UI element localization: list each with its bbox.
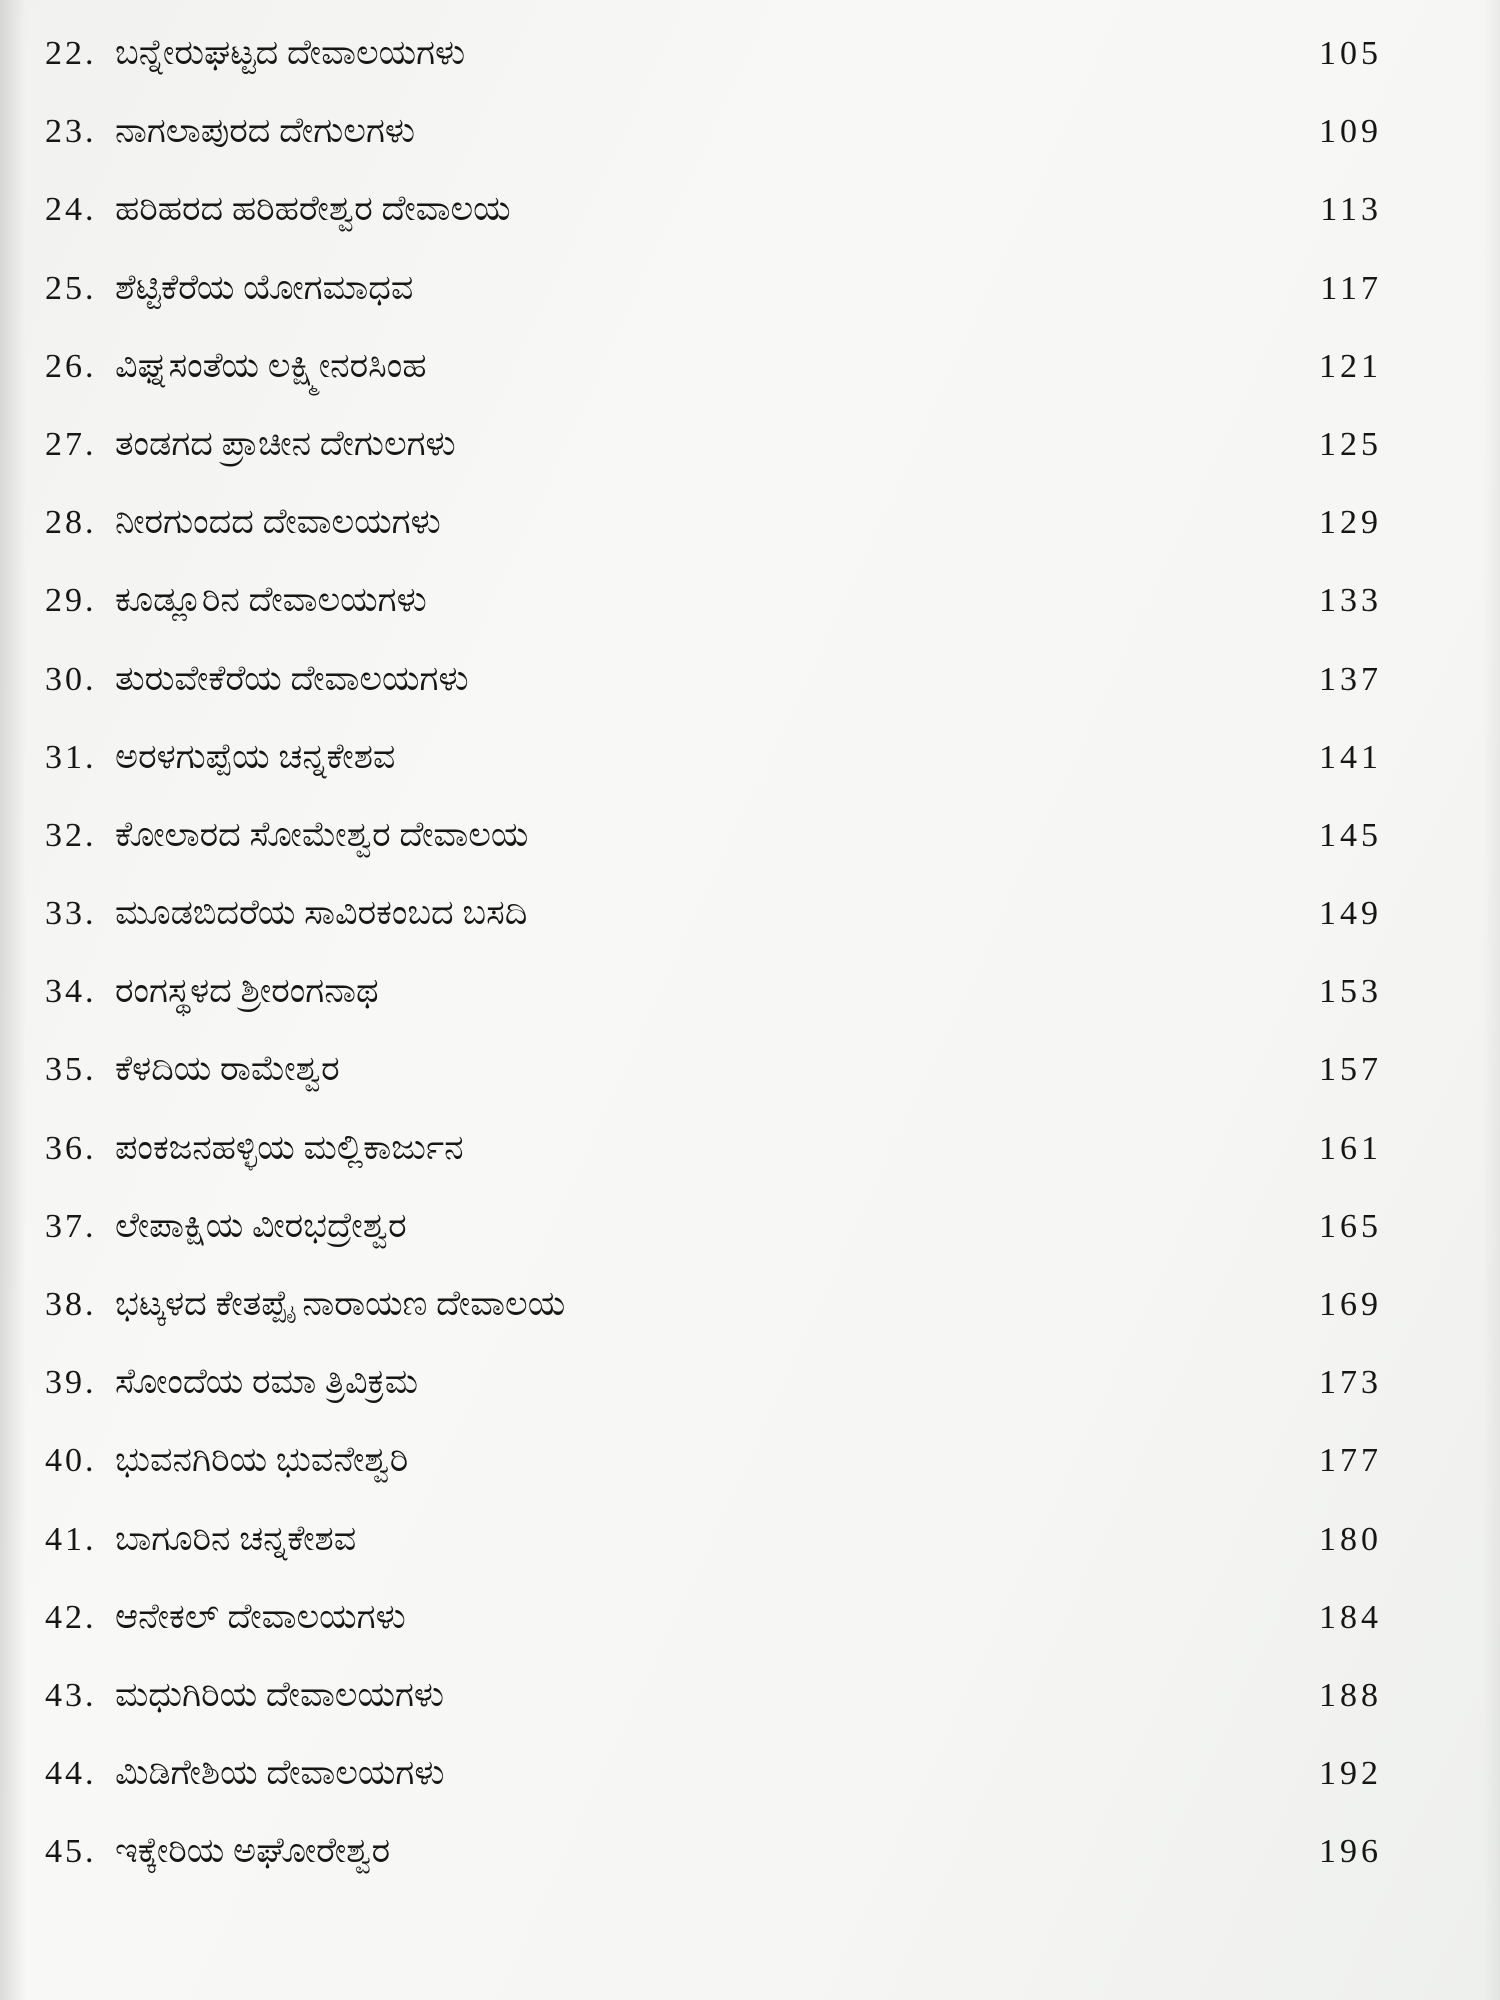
toc-row: 42. ಆನೇಕಲ್ ದೇವಾಲಯಗಳು 184 [45,1596,1382,1676]
toc-row: 25. ಶೆಟ್ಟಿಕೆರೆಯ ಯೋಗಮಾಧವ 117 [45,267,1382,347]
entry-title: ಪಂಕಜನಹಳ್ಳಿಯ ಮಲ್ಲಿಕಾರ್ಜುನ [115,1127,464,1167]
entry-page-number: 196 [1319,1833,1382,1871]
entry-title: ಮಧುಗಿರಿಯ ದೇವಾಲಯಗಳು [115,1674,445,1714]
toc-row: 34. ರಂಗಸ್ಥಳದ ಶ್ರೀರಂಗನಾಥ 153 [45,972,1382,1050]
entry-title: ತಂಡಗದ ಪ್ರಾಚೀನ ದೇಗುಲಗಳು [115,423,456,463]
entry-page-number: 188 [1319,1676,1382,1714]
entry-title: ಹರಿಹರದ ಹರಿಹರೇಶ್ವರ ದೇವಾಲಯ [115,189,511,229]
entry-title: ಲೇಪಾಕ್ಷಿಯ ವೀರಭದ್ರೇಶ್ವರ [115,1205,407,1245]
toc-row: 27. ತಂಡಗದ ಪ್ರಾಚೀನ ದೇಗುಲಗಳು 125 [45,423,1382,503]
entry-page-number: 153 [1319,973,1382,1011]
entry-page-number: 165 [1319,1207,1382,1245]
entry-title: ರಂಗಸ್ಥಳದ ಶ್ರೀರಂಗನಾಥ [115,971,379,1011]
toc-row: 40. ಭುವನಗಿರಿಯ ಭುವನೇಶ್ವರಿ 177 [45,1441,1382,1519]
entry-number: 41. [45,1520,97,1558]
entry-number: 45. [45,1833,97,1871]
entry-title: ಅರಳಗುಪ್ಪೆಯ ಚನ್ನಕೇಶವ [115,736,396,776]
toc-row: 30. ತುರುವೇಕೆರೆಯ ದೇವಾಲಯಗಳು 137 [45,658,1382,738]
entry-number: 28. [45,504,97,542]
entry-page-number: 129 [1319,504,1382,542]
entry-page-number: 161 [1319,1129,1382,1167]
entry-number: 29. [45,582,97,620]
entry-title: ಶೆಟ್ಟಿಕೆರೆಯ ಯೋಗಮಾಧವ [115,267,414,307]
toc-row: 37. ಲೇಪಾಕ್ಷಿಯ ವೀರಭದ್ರೇಶ್ವರ 165 [45,1205,1382,1285]
entry-title: ಇಕ್ಕೇರಿಯ ಅಘೋರೇಶ್ವರ [115,1831,391,1871]
toc-row: 33. ಮೂಡಬಿದರೆಯ ಸಾವಿರಕಂಬದ ಬಸದಿ 149 [45,894,1382,972]
entry-page-number: 113 [1320,191,1382,229]
toc-row: 41. ಬಾಗೂರಿನ ಚನ್ನಕೇಶವ 180 [45,1518,1382,1598]
entry-number: 40. [45,1442,97,1480]
toc-row: 29. ಕೂಡ್ಲೂರಿನ ದೇವಾಲಯಗಳು 133 [45,581,1382,659]
entry-page-number: 145 [1319,816,1382,854]
entry-title: ಆನೇಕಲ್ ದೇವಾಲಯಗಳು [115,1596,406,1636]
entry-number: 43. [45,1676,97,1714]
toc-row: 22. ಬನ್ನೇರುಘಟ್ಟದ ದೇವಾಲಯಗಳು 105 [45,33,1382,112]
table-of-contents: 22. ಬನ್ನೇರುಘಟ್ಟದ ದೇವಾಲಯಗಳು 105 23. ನಾಗಲಾ… [0,33,1500,1911]
entry-number: 44. [45,1755,97,1793]
entry-page-number: 157 [1319,1051,1382,1089]
toc-row: 38. ಭಟ್ಕಳದ ಕೇತಪ್ಪೈ ನಾರಾಯಣ ದೇವಾಲಯ 169 [45,1284,1382,1363]
entry-number: 24. [45,191,97,229]
entry-number: 32. [45,816,97,854]
entry-number: 23. [45,113,97,151]
entry-number: 39. [45,1364,97,1402]
entry-page-number: 141 [1319,738,1382,776]
entry-page-number: 184 [1319,1598,1382,1636]
entry-title: ಬನ್ನೇರುಘಟ್ಟದ ದೇವಾಲಯಗಳು [115,33,466,72]
entry-number: 30. [45,660,97,698]
entry-page-number: 105 [1319,35,1382,72]
entry-number: 36. [45,1129,97,1167]
entry-number: 34. [45,973,97,1011]
entry-number: 33. [45,895,97,933]
entry-number: 25. [45,269,97,307]
entry-page-number: 109 [1319,113,1382,151]
entry-title: ಕೋಲಾರದ ಸೋಮೇಶ್ವರ ದೇವಾಲಯ [115,814,529,854]
entry-number: 26. [45,347,97,385]
toc-row: 36. ಪಂಕಜನಹಳ್ಳಿಯ ಮಲ್ಲಿಕಾರ್ಜುನ 161 [45,1127,1382,1207]
toc-row: 35. ಕೆಳದಿಯ ರಾಮೇಶ್ವರ 157 [45,1050,1382,1128]
toc-row: 31. ಅರಳಗುಪ್ಪೆಯ ಚನ್ನಕೇಶವ 141 [45,736,1382,816]
toc-row: 24. ಹರಿಹರದ ಹರಿಹರೇಶ್ವರ ದೇವಾಲಯ 113 [45,190,1382,268]
toc-row: 45. ಇಕ್ಕೇರಿಯ ಅಘೋರೇಶ್ವರ 196 [45,1832,1382,1910]
entry-page-number: 173 [1319,1364,1382,1402]
entry-title: ಮಿಡಿಗೇಶಿಯ ದೇವಾಲಯಗಳು [115,1753,445,1793]
entry-number: 22. [45,35,97,72]
entry-title: ವಿಘ್ನಸಂತೆಯ ಲಕ್ಷ್ಮೀನರಸಿಂಹ [115,345,427,385]
entry-title: ನಾಗಲಾಪುರದ ದೇಗುಲಗಳು [115,111,416,151]
toc-row: 39. ಸೋಂದೆಯ ರಮಾ ತ್ರಿವಿಕ್ರಮ 173 [45,1363,1382,1441]
entry-number: 37. [45,1207,97,1245]
entry-number: 35. [45,1051,97,1089]
entry-page-number: 125 [1319,425,1382,463]
toc-row: 32. ಕೋಲಾರದ ಸೋಮೇಶ್ವರ ದೇವಾಲಯ 145 [45,814,1382,894]
entry-page-number: 169 [1319,1286,1382,1323]
entry-page-number: 117 [1320,269,1382,307]
entry-title: ಸೋಂದೆಯ ರಮಾ ತ್ರಿವಿಕ್ರಮ [115,1362,419,1402]
toc-row: 28. ನೀರಗುಂದದ ದೇವಾಲಯಗಳು 129 [45,503,1382,581]
toc-row: 44. ಮಿಡಿಗೇಶಿಯ ದೇವಾಲಯಗಳು 192 [45,1754,1382,1832]
entry-title: ಕೆಳದಿಯ ರಾಮೇಶ್ವರ [115,1049,340,1089]
entry-number: 27. [45,425,97,463]
entry-title: ನೀರಗುಂದದ ದೇವಾಲಯಗಳು [115,502,441,542]
entry-title: ಬಾಗೂರಿನ ಚನ್ನಕೇಶವ [115,1518,357,1558]
entry-number: 38. [45,1286,97,1323]
toc-row: 26. ವಿಘ್ನಸಂತೆಯ ಲಕ್ಷ್ಮೀನರಸಿಂಹ 121 [45,345,1382,425]
entry-number: 42. [45,1598,97,1636]
entry-title: ಭಟ್ಕಳದ ಕೇತಪ್ಪೈ ನಾರಾಯಣ ದೇವಾಲಯ [115,1284,566,1323]
entry-page-number: 133 [1319,582,1382,620]
entry-page-number: 121 [1319,347,1382,385]
entry-number: 31. [45,738,97,776]
entry-page-number: 192 [1319,1755,1382,1793]
toc-row: 23. ನಾಗಲಾಪುರದ ದೇಗುಲಗಳು 109 [45,112,1382,190]
entry-title: ಕೂಡ್ಲೂರಿನ ದೇವಾಲಯಗಳು [115,580,427,620]
entry-page-number: 177 [1319,1442,1382,1480]
entry-title: ಮೂಡಬಿದರೆಯ ಸಾವಿರಕಂಬದ ಬಸದಿ [115,893,528,933]
entry-title: ಭುವನಗಿರಿಯ ಭುವನೇಶ್ವರಿ [115,1440,409,1480]
toc-row: 43. ಮಧುಗಿರಿಯ ದೇವಾಲಯಗಳು 188 [45,1674,1382,1754]
entry-page-number: 180 [1319,1520,1382,1558]
entry-title: ತುರುವೇಕೆರೆಯ ದೇವಾಲಯಗಳು [115,658,469,698]
entry-page-number: 149 [1319,895,1382,933]
entry-page-number: 137 [1319,660,1382,698]
